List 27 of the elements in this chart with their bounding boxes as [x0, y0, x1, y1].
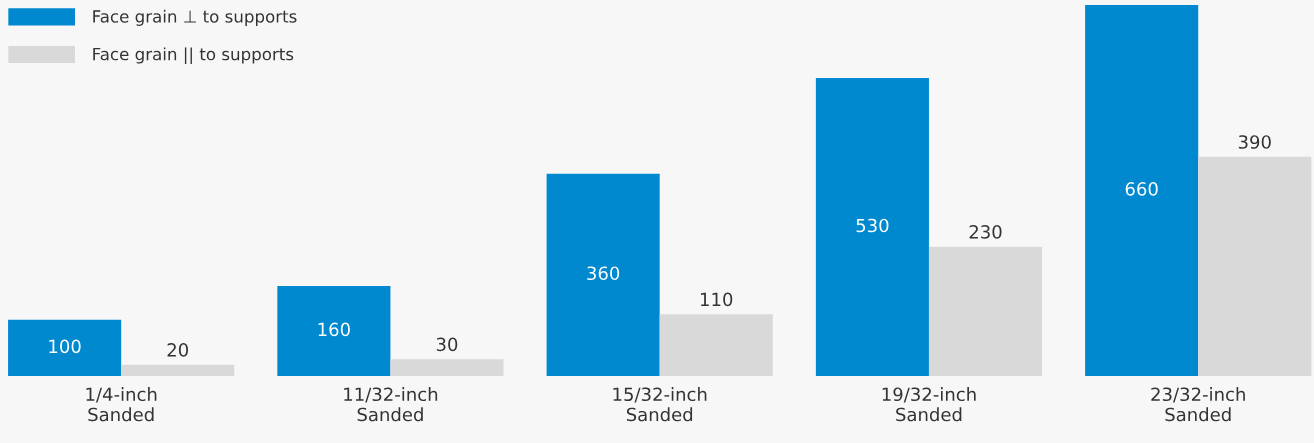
x-tick-label: 23/32-inch Sanded — [1151, 387, 1245, 422]
data-label: 360 — [587, 266, 620, 281]
x-tick-label: 19/32-inch Sanded — [882, 387, 976, 422]
data-label: 160 — [318, 322, 350, 337]
bar — [277, 286, 391, 376]
bar — [1198, 156, 1312, 376]
bar — [8, 319, 122, 376]
data-label: 110 — [700, 292, 733, 307]
x-tick-label: 1/4-inch Sanded — [86, 387, 157, 422]
data-label: 660 — [1125, 182, 1158, 196]
bar — [390, 359, 504, 376]
x-tick-label: 15/32-inch Sanded — [613, 387, 707, 422]
data-label: 100 — [49, 339, 81, 354]
data-label: 30 — [436, 337, 458, 352]
bar — [928, 246, 1043, 376]
bar — [659, 314, 773, 376]
legend-label: Face grain || to supports — [93, 47, 294, 65]
bar — [546, 173, 660, 376]
x-tick-label: 11/32-inch Sanded — [344, 387, 438, 422]
legend-label: Face grain ⊥ to supports — [93, 9, 297, 26]
bar — [815, 78, 929, 376]
data-label: 390 — [1238, 135, 1271, 149]
data-label: 530 — [856, 218, 889, 233]
data-label: 230 — [969, 225, 1002, 239]
data-label: 20 — [167, 343, 188, 357]
bar — [121, 364, 235, 376]
bar — [1085, 5, 1199, 376]
